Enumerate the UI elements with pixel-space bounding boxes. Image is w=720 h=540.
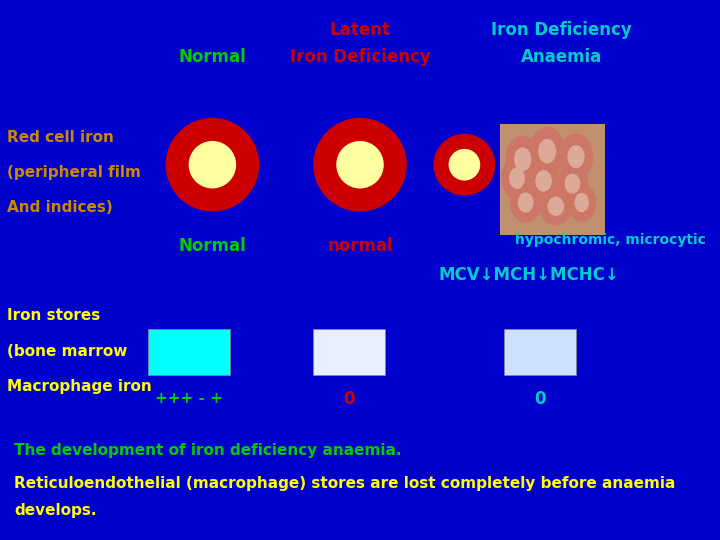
Text: 0: 0 [534,389,546,408]
Ellipse shape [449,149,480,180]
Ellipse shape [510,183,541,222]
Ellipse shape [505,136,540,183]
Ellipse shape [518,192,534,213]
Bar [500,124,605,235]
Text: develops.: develops. [14,503,97,518]
Bar [313,329,385,375]
Bar [504,329,576,375]
Text: MCV↓MCH↓MCHC↓: MCV↓MCH↓MCHC↓ [438,266,620,285]
Ellipse shape [564,173,580,194]
Text: (peripheral film: (peripheral film [7,165,141,180]
Text: Macrophage iron: Macrophage iron [7,379,152,394]
Text: Iron Deficiency: Iron Deficiency [491,21,632,39]
Ellipse shape [567,183,596,222]
Text: hypochromic, microcytic: hypochromic, microcytic [515,233,706,247]
Ellipse shape [527,159,560,202]
Ellipse shape [166,118,259,212]
Text: Normal: Normal [179,48,246,66]
Ellipse shape [575,193,589,212]
Ellipse shape [539,187,572,226]
Text: Normal: Normal [179,237,246,255]
Text: (bone marrow: (bone marrow [7,343,127,359]
Text: Iron Deficiency: Iron Deficiency [289,48,431,66]
Ellipse shape [567,145,585,168]
Ellipse shape [509,167,525,189]
Text: normal: normal [327,237,393,255]
Text: Latent: Latent [330,21,390,39]
Text: 0: 0 [343,389,355,408]
Text: Anaemia: Anaemia [521,48,602,66]
Ellipse shape [313,118,407,212]
Ellipse shape [514,147,531,171]
Ellipse shape [548,197,564,216]
Ellipse shape [433,134,495,195]
Ellipse shape [557,164,588,204]
Text: Reticuloendothelial (macrophage) stores are lost completely before anaemia: Reticuloendothelial (macrophage) stores … [14,476,676,491]
Ellipse shape [501,157,533,200]
Ellipse shape [536,170,552,192]
Ellipse shape [336,141,384,188]
Ellipse shape [529,127,565,176]
Ellipse shape [559,133,593,180]
Bar [148,329,230,375]
Text: The development of iron deficiency anaemia.: The development of iron deficiency anaem… [14,443,402,458]
Ellipse shape [189,141,236,188]
Text: Iron stores: Iron stores [7,308,101,323]
Ellipse shape [539,139,557,164]
Text: And indices): And indices) [7,200,113,215]
Text: Red cell iron: Red cell iron [7,130,114,145]
Text: +++ - +: +++ - + [156,391,223,406]
